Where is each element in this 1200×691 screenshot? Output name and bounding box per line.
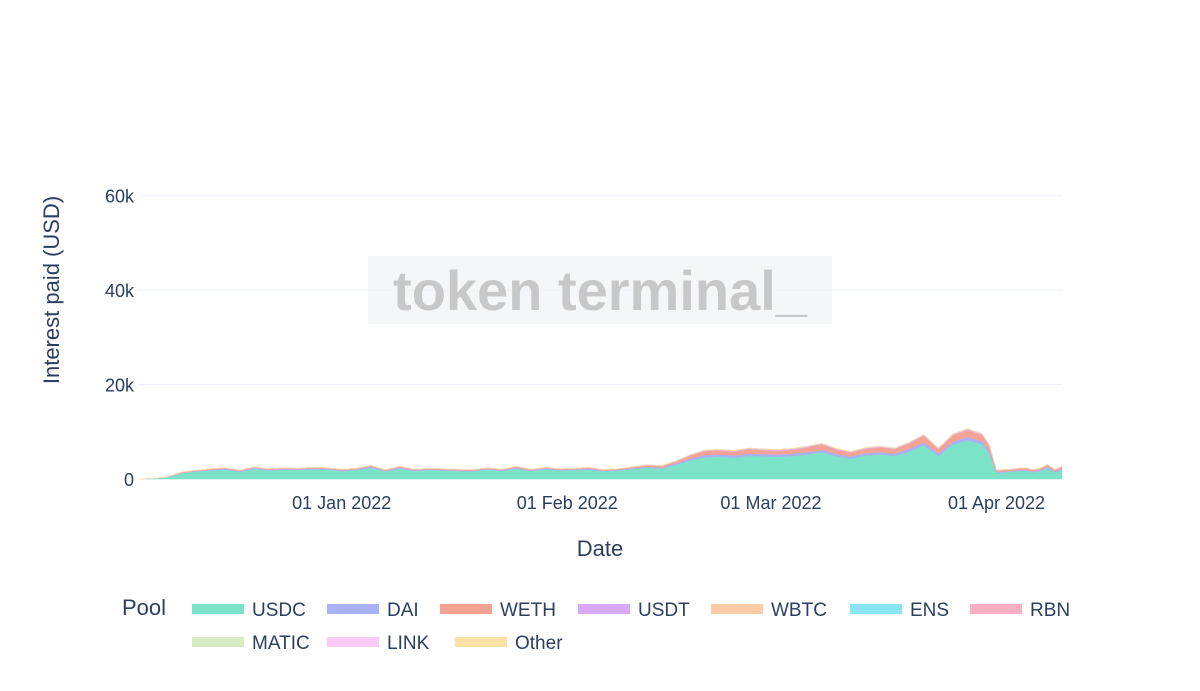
legend-swatch-dai: [327, 604, 379, 614]
legend-label-rbn: RBN: [1030, 600, 1070, 621]
legend-label-link: LINK: [387, 633, 430, 654]
x-tick-label: 01 Mar 2022: [720, 493, 821, 513]
area-usdc: [137, 440, 1063, 480]
watermark-text: token terminal_: [393, 259, 808, 322]
legend-label-wbtc: WBTC: [771, 600, 827, 621]
legend: Pool USDC DAI WETH USDT WBTC ENS RBN MATIC LINK O…: [122, 595, 1070, 654]
x-tick-label: 01 Feb 2022: [517, 493, 618, 513]
legend-label-weth: WETH: [500, 600, 556, 621]
legend-swatch-weth: [440, 604, 492, 614]
watermark-background: [368, 256, 832, 324]
x-axis-title: Date: [577, 536, 623, 561]
legend-label-usdt: USDT: [638, 600, 690, 621]
stacked-areas: [137, 428, 1063, 480]
y-tick-label: 0: [124, 470, 134, 490]
y-tick-label: 40k: [105, 281, 135, 301]
legend-swatch-wbtc: [711, 604, 763, 614]
legend-label-other: Other: [515, 633, 563, 654]
legend-label-matic: MATIC: [252, 633, 310, 654]
legend-swatch-other: [455, 637, 507, 647]
x-axis-ticks: 01 Jan 2022 01 Feb 2022 01 Mar 2022 01 Apr …: [292, 493, 1045, 513]
legend-swatch-usdc: [192, 604, 244, 614]
legend-swatch-link: [327, 637, 379, 647]
legend-swatch-matic: [192, 637, 244, 647]
y-axis-ticks: 0 20k 40k 60k: [105, 187, 135, 490]
legend-swatch-rbn: [970, 604, 1022, 614]
y-tick-label: 20k: [105, 376, 135, 396]
legend-title: Pool: [122, 595, 166, 620]
y-axis-title: Interest paid (USD): [39, 196, 64, 384]
x-tick-label: 01 Apr 2022: [948, 493, 1045, 513]
legend-swatch-ens: [850, 604, 902, 614]
legend-label-usdc: USDC: [252, 600, 306, 621]
area-other: [137, 428, 1063, 480]
legend-swatch-usdt: [578, 604, 630, 614]
y-tick-label: 60k: [105, 187, 135, 207]
legend-label-ens: ENS: [910, 600, 949, 621]
legend-label-dai: DAI: [387, 600, 419, 621]
x-tick-label: 01 Jan 2022: [292, 493, 391, 513]
watermark: token terminal_: [368, 256, 832, 324]
